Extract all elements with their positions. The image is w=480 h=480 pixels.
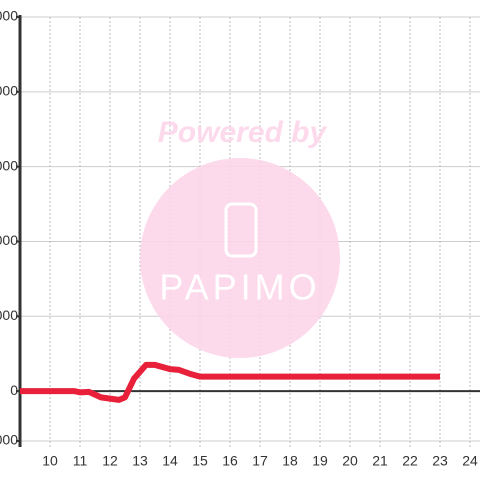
x-tick-label: 13: [132, 453, 148, 469]
x-tick-label: 12: [102, 453, 118, 469]
x-tick-label: 19: [312, 453, 328, 469]
watermark-icon: [224, 202, 258, 258]
x-tick-label: 21: [372, 453, 388, 469]
y-tick-label: 150,000: [0, 8, 18, 24]
watermark-brand: PAPIMO: [159, 267, 320, 308]
x-tick-label: 17: [252, 453, 268, 469]
x-tick-label: 23: [432, 453, 448, 469]
y-tick-label: -20,000: [0, 432, 18, 448]
x-tick-label: 15: [192, 453, 208, 469]
x-tick-label: 16: [222, 453, 238, 469]
watermark-circle: [140, 158, 340, 358]
y-tick-label: 0: [10, 382, 18, 398]
x-tick-label: 14: [162, 453, 178, 469]
watermark-title: Powered by: [158, 116, 328, 149]
data-line: [20, 361, 440, 403]
x-tick-label: 11: [73, 453, 88, 469]
y-tick-label: 120,000: [0, 83, 18, 99]
y-tick-label: 60,000: [0, 232, 18, 248]
y-tick-label: 30,000: [0, 307, 18, 323]
y-tick-label: 90,000: [0, 157, 18, 173]
x-tick-label: 18: [282, 453, 298, 469]
watermark: Powered by PAPIMO: [140, 116, 340, 358]
x-tick-label: 24: [462, 453, 478, 469]
x-tick-label: 10: [42, 453, 58, 469]
x-tick-label: 20: [342, 453, 358, 469]
x-tick-label: 22: [402, 453, 418, 469]
